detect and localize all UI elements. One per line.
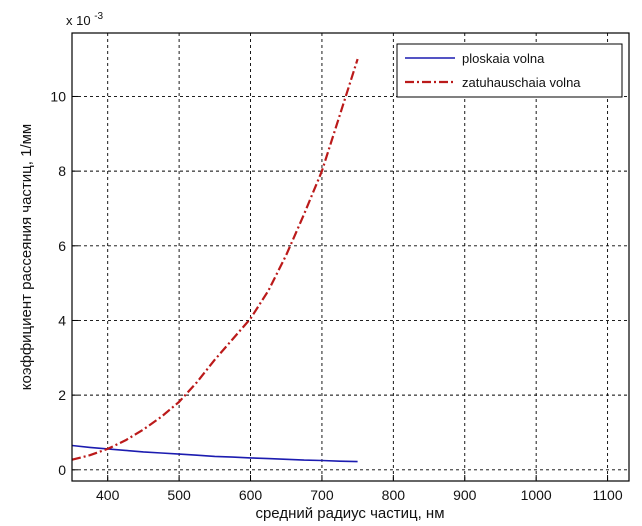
series-line-zatuhauschaia <box>71 58 359 461</box>
y-tick-label: 0 <box>58 462 66 478</box>
legend-box <box>396 43 623 98</box>
x-tick-label: 900 <box>453 487 477 503</box>
y-multiplier: x 10 -3 <box>66 11 104 28</box>
series-line-ploskaia <box>71 444 358 463</box>
x-tick-label: 800 <box>382 487 406 503</box>
legend: ploskaia volna zatuhauschaia volna <box>396 43 623 98</box>
plot-background <box>72 33 629 481</box>
y-axis-title: коэффициент рассеяния частиц, 1/мм <box>18 124 35 391</box>
x-tick-label: 1100 <box>593 487 623 503</box>
legend-label-zatuhauschaia: zatuhauschaia volna <box>462 75 581 90</box>
y-tick-label: 8 <box>58 163 66 179</box>
y-tick-label: 4 <box>58 312 66 328</box>
series-layer <box>71 58 359 463</box>
legend-label-ploskaia: ploskaia volna <box>462 51 545 66</box>
y-tick-label: 2 <box>58 387 66 403</box>
x-axis: 400 500 600 700 800 900 1000 1100 <box>96 475 623 503</box>
x-tick-label: 400 <box>96 487 120 503</box>
x-tick-label: 700 <box>310 487 334 503</box>
x-tick-label: 1000 <box>521 487 552 503</box>
plot-frame <box>71 32 630 482</box>
y-axis: 0 2 4 6 8 10 <box>50 88 78 478</box>
x-tick-label: 500 <box>167 487 191 503</box>
x-tick-label: 600 <box>239 487 263 503</box>
x-axis-title: средний радиус частиц, нм <box>255 505 444 522</box>
y-tick-label: 6 <box>58 238 66 254</box>
y-exponent: -3 <box>94 11 103 22</box>
y-tick-label: 10 <box>50 88 66 104</box>
